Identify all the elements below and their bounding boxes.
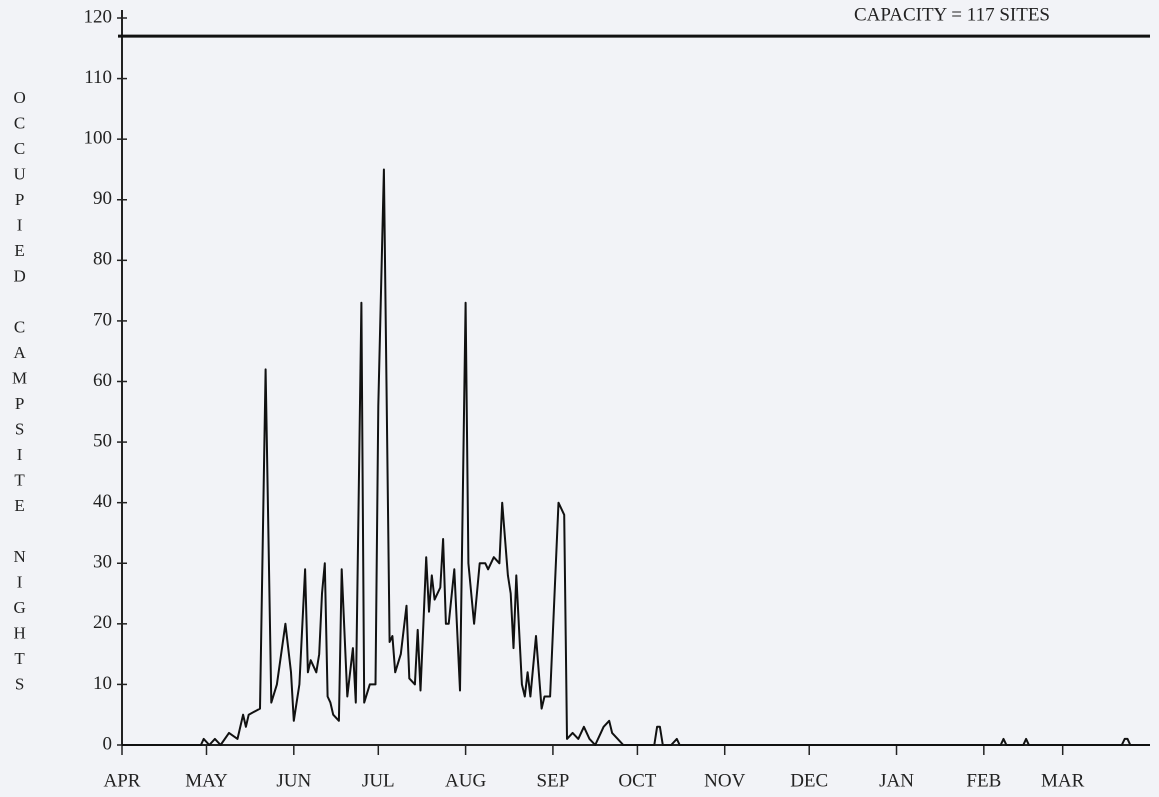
x-tick-label: JUL bbox=[362, 770, 395, 791]
x-tick-label: DEC bbox=[790, 770, 828, 791]
x-tick-label: NOV bbox=[704, 770, 745, 791]
x-tick-label: OCT bbox=[618, 770, 656, 791]
y-tick-label: 100 bbox=[84, 128, 113, 149]
x-tick-label: JUN bbox=[276, 770, 311, 791]
y-tick-label: 20 bbox=[93, 612, 112, 633]
x-tick-label: AUG bbox=[445, 770, 486, 791]
y-tick-label: 60 bbox=[93, 370, 112, 391]
y-tick-label: 70 bbox=[93, 309, 112, 330]
x-tick-label: SEP bbox=[537, 770, 570, 791]
x-tick-label: MAY bbox=[185, 770, 228, 791]
y-tick-label: 80 bbox=[93, 249, 112, 270]
x-tick-label: MAR bbox=[1041, 770, 1085, 791]
occupancy-line bbox=[122, 168, 1150, 746]
y-tick-label: 120 bbox=[84, 6, 113, 27]
capacity-annotation: CAPACITY = 117 SITES bbox=[854, 4, 1050, 25]
x-tick-label: APR bbox=[104, 770, 141, 791]
y-tick-label: 0 bbox=[103, 733, 113, 754]
y-tick-label: 30 bbox=[93, 552, 112, 573]
y-axis-label: OCCUPIED CAMPSITE NIGHTS bbox=[10, 88, 29, 700]
y-tick-label: 50 bbox=[93, 430, 112, 451]
x-tick-label: FEB bbox=[966, 770, 1001, 791]
x-tick-label: JAN bbox=[879, 770, 914, 791]
y-tick-label: 10 bbox=[93, 673, 112, 694]
y-tick-label: 90 bbox=[93, 188, 112, 209]
y-tick-label: 40 bbox=[93, 491, 112, 512]
y-tick-label: 110 bbox=[84, 67, 112, 88]
